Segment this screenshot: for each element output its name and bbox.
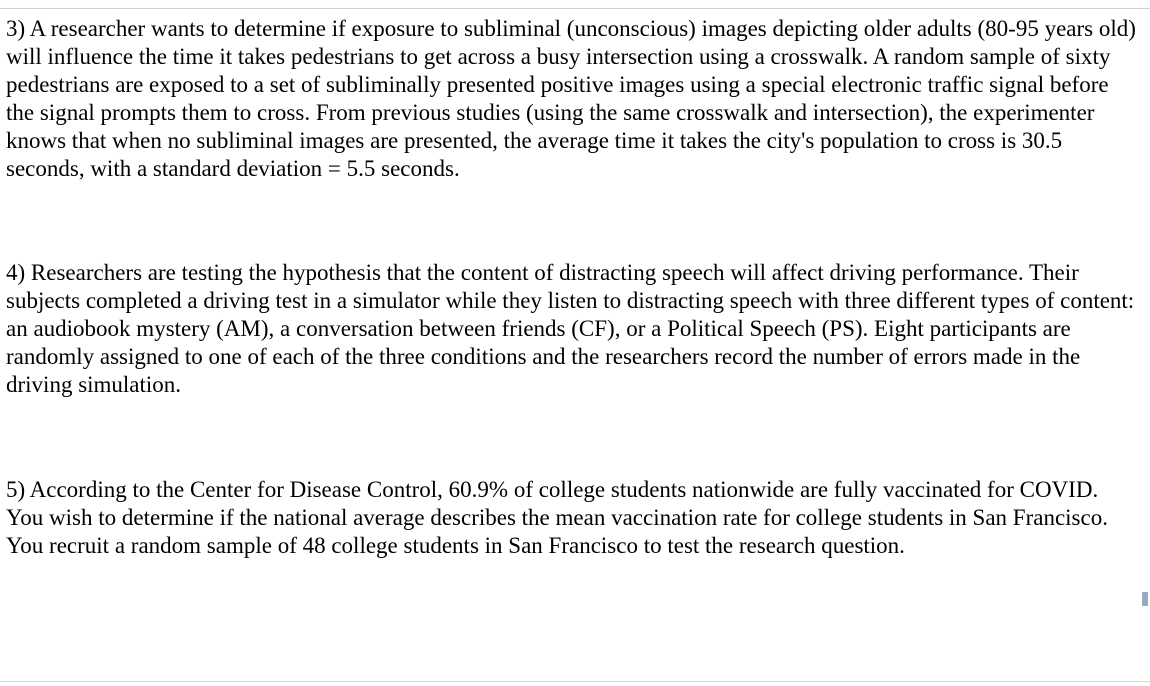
question-text: Researchers are testing the hypothesis t…: [6, 260, 1134, 397]
bottom-border: [0, 681, 1150, 682]
question-number: 5): [6, 477, 25, 502]
scrollbar-thumb[interactable]: [1142, 592, 1148, 606]
question-number: 4): [6, 260, 25, 285]
question-number: 3): [6, 16, 25, 41]
document-page: 3) A researcher wants to determine if ex…: [0, 0, 1150, 686]
question-4: 4) Researchers are testing the hypothesi…: [6, 259, 1140, 399]
question-5: 5) According to the Center for Disease C…: [6, 476, 1140, 560]
question-text: According to the Center for Disease Cont…: [6, 477, 1108, 558]
question-3: 3) A researcher wants to determine if ex…: [6, 15, 1140, 183]
toolbar-strip: [0, 0, 1150, 9]
document-body: 3) A researcher wants to determine if ex…: [0, 9, 1150, 564]
question-text: A researcher wants to determine if expos…: [6, 16, 1136, 181]
